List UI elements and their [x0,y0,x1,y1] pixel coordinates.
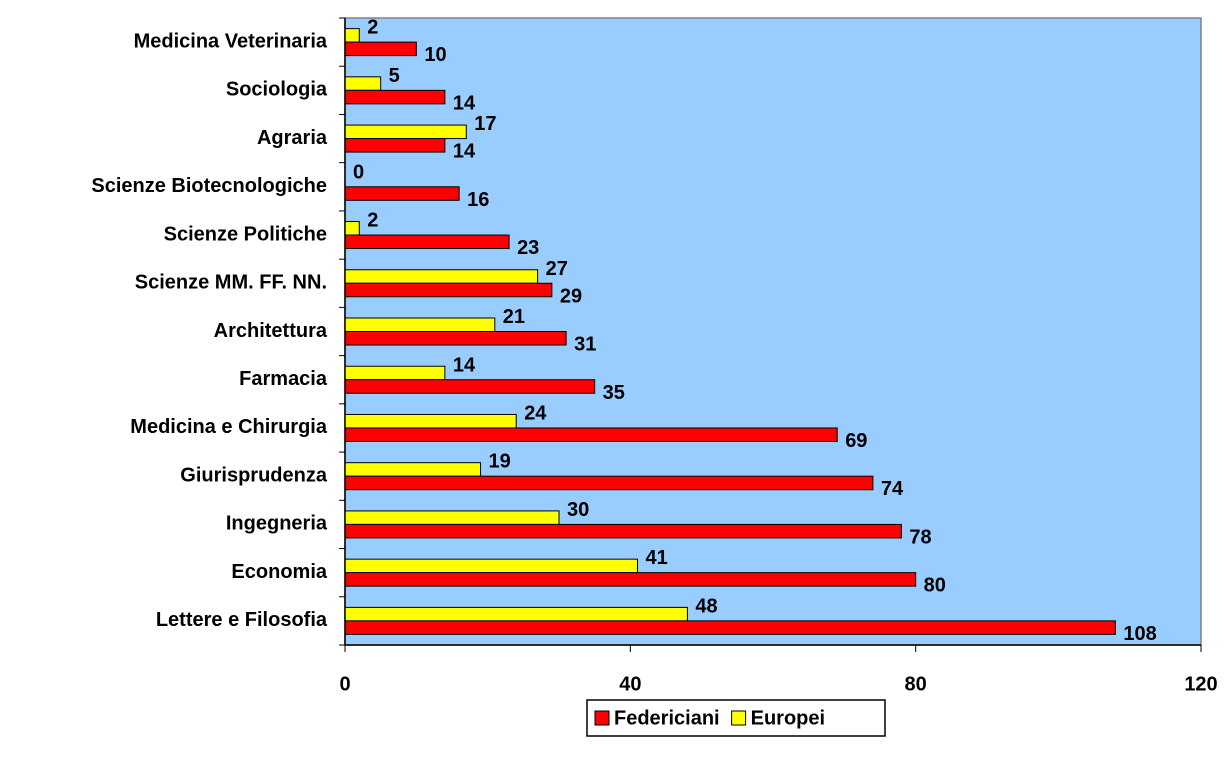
bar [344,572,917,587]
bar [344,523,902,539]
y-tick-label: Ingegneria [226,513,328,535]
legend-label: Europei [751,707,825,729]
bar [344,620,1116,635]
x-tick-label: 80 [905,673,927,695]
bar [344,427,838,442]
bar [344,331,567,346]
bar [344,76,382,91]
y-tick-label: Scienze Politiche [164,223,327,245]
data-label: 69 [845,430,867,452]
data-label: 16 [467,189,489,211]
legend: Federiciani Europei [586,699,886,737]
bar [344,462,482,477]
data-label: 10 [424,44,446,66]
bar [344,282,553,298]
bar [344,379,596,394]
bar [344,606,688,622]
data-label: 5 [389,65,400,87]
bar [344,475,874,491]
legend-swatch [594,710,610,726]
data-label: 35 [603,382,625,404]
legend-swatch [731,710,747,726]
data-label: 30 [567,499,589,521]
data-label: 2 [367,210,378,232]
x-tick-label: 120 [1184,673,1217,695]
bar [344,269,539,284]
bar [344,41,417,57]
y-tick-label: Economia [231,561,327,583]
data-label: 74 [881,478,904,500]
data-label: 21 [503,306,525,328]
data-label: 24 [524,402,547,424]
bar [344,221,360,236]
bar [344,138,446,153]
x-tick-label: 40 [619,673,641,695]
bar [344,558,638,574]
y-tick-label: Scienze MM. FF. NN. [135,272,327,294]
data-label: 23 [517,237,539,259]
y-tick-label: Architettura [214,320,328,342]
bar [344,365,446,381]
data-label: 14 [453,92,476,114]
x-tick-label: 0 [339,673,350,695]
legend-label: Federiciani [614,707,720,729]
y-tick-label: Agraria [257,127,328,149]
bar [344,124,467,140]
data-label: 78 [909,526,931,548]
data-label: 48 [695,595,717,617]
y-tick-label: Sociologia [226,79,328,101]
bar [344,89,446,105]
data-label: 29 [560,285,582,307]
bar [344,186,460,201]
data-label: 14 [453,141,476,163]
data-label: 108 [1123,623,1156,645]
y-tick-label: Lettere e Filosofia [156,609,328,631]
data-label: 27 [546,258,568,280]
bar [344,234,510,250]
bar [344,317,496,332]
y-tick-label: Scienze Biotecnologiche [91,175,327,197]
data-label: 0 [353,161,364,183]
data-label: 41 [645,547,667,569]
bar [344,28,360,43]
y-tick-label: Medicina Veterinaria [134,30,328,52]
data-label: 31 [574,334,596,356]
bar [344,510,560,525]
y-tick-label: Farmacia [239,368,328,390]
y-tick-label: Giurisprudenza [180,464,328,486]
data-label: 80 [924,575,946,597]
data-label: 2 [367,17,378,39]
bar [344,413,517,429]
data-label: 19 [489,451,511,473]
data-label: 17 [474,113,496,135]
data-label: 14 [453,354,476,376]
y-tick-label: Medicina e Chirurgia [130,416,328,438]
